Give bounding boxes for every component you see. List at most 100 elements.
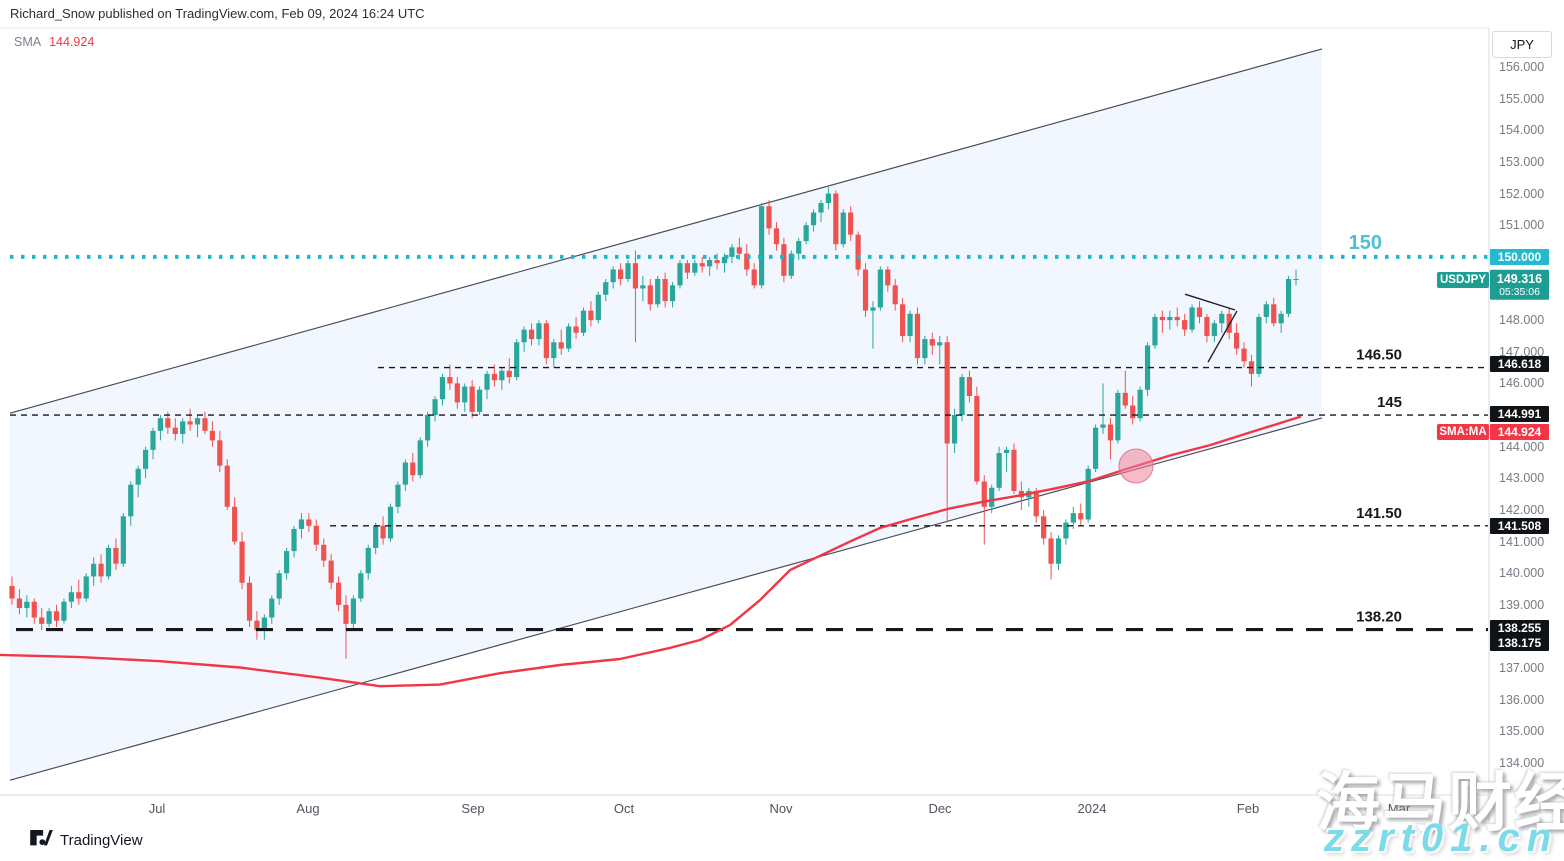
candle <box>209 421 215 447</box>
candle <box>1159 310 1165 333</box>
candle <box>387 503 394 542</box>
candle <box>83 573 89 602</box>
candle <box>1122 370 1128 409</box>
price-tick-135: 135.000 <box>1499 724 1545 739</box>
candle <box>536 320 542 346</box>
candle <box>751 263 757 289</box>
candle <box>566 323 572 352</box>
sma-line[interactable] <box>0 415 1302 688</box>
wedge-annotation-line-2[interactable] <box>1207 310 1238 363</box>
bar-countdown: 05:35:06 <box>1499 286 1540 299</box>
level-146618-axis-tag: 146.618 <box>1490 356 1549 372</box>
candle <box>692 260 698 276</box>
price-tick-147: 147.000 <box>1499 344 1545 359</box>
candle <box>1263 301 1269 324</box>
candle <box>9 576 15 605</box>
candle <box>1107 418 1114 460</box>
candle <box>595 291 601 324</box>
time-label-Dec: Dec <box>928 801 952 816</box>
candle <box>350 595 357 631</box>
candle <box>840 209 846 248</box>
level-label-146.50: 146.50 <box>1356 347 1402 364</box>
candle <box>810 209 817 232</box>
candle <box>202 411 208 435</box>
last-price-value: 149.316 <box>1496 271 1543 286</box>
candle <box>454 377 460 409</box>
candle <box>224 459 230 510</box>
candle <box>91 557 97 586</box>
sma-legend[interactable]: SMA 144.924 <box>14 35 94 49</box>
candle <box>944 335 950 523</box>
candle <box>684 260 690 279</box>
level-150-axis-tag: 150.000 <box>1490 249 1549 265</box>
candle <box>135 465 141 498</box>
candle <box>640 275 646 302</box>
candle <box>588 301 594 327</box>
candle <box>951 408 958 454</box>
candle <box>1070 506 1076 529</box>
candle <box>373 522 379 555</box>
channel-lower-line[interactable] <box>9 417 1323 781</box>
candle <box>1285 275 1292 317</box>
candle <box>603 278 609 302</box>
candle <box>469 380 475 419</box>
candle <box>929 332 935 355</box>
level-141508-axis-tag: 141.508 <box>1490 518 1549 534</box>
candle <box>1226 307 1232 340</box>
candle <box>484 370 490 400</box>
candle <box>803 222 809 245</box>
level-138175-axis-tag: 138.175 <box>1490 635 1549 651</box>
watermark-site-name: 海马财经 <box>1316 767 1564 839</box>
level-label-141.50: 141.50 <box>1356 505 1402 522</box>
candle <box>907 310 913 343</box>
candle <box>128 481 134 526</box>
candle <box>335 576 342 612</box>
candle <box>68 585 74 609</box>
candle <box>870 301 876 349</box>
wedge-annotation-line-1[interactable] <box>1184 293 1236 311</box>
time-label-Feb: Feb <box>1236 801 1260 816</box>
candle <box>1055 535 1062 571</box>
candle <box>1137 386 1143 422</box>
price-tick-146: 146.000 <box>1499 376 1545 391</box>
candle <box>521 326 527 352</box>
tradingview-logo-text: TradingView <box>60 832 143 849</box>
time-label-Jul: Jul <box>148 801 166 816</box>
candle <box>1011 443 1017 495</box>
candle <box>1048 532 1054 580</box>
candle <box>1078 503 1084 526</box>
candle <box>707 256 713 276</box>
candle <box>395 481 401 514</box>
candle <box>113 538 119 571</box>
watermark-site-url: zzrt01.cn <box>1324 816 1559 860</box>
candle <box>1130 396 1136 425</box>
candle <box>528 323 535 346</box>
currency-axis-button[interactable]: JPY <box>1492 31 1552 58</box>
channel-upper-line[interactable] <box>9 48 1323 414</box>
candle <box>796 237 802 261</box>
level-label-145: 145 <box>1377 394 1402 411</box>
candle <box>966 370 973 403</box>
candle <box>788 250 794 279</box>
candle <box>937 335 943 365</box>
sma-axis-value: 144.924 <box>1490 424 1549 440</box>
candle <box>996 446 1002 491</box>
time-label-Oct: Oct <box>613 801 635 816</box>
price-tick-154: 154.000 <box>1499 123 1545 138</box>
candle <box>1241 342 1247 368</box>
candle <box>677 260 683 289</box>
candle <box>499 367 505 390</box>
candle <box>402 459 408 491</box>
candle <box>298 513 305 539</box>
candle <box>669 282 676 308</box>
candle <box>922 335 928 365</box>
candle <box>655 275 661 308</box>
candle <box>1256 313 1262 378</box>
tradingview-logo[interactable]: TradingView <box>30 830 143 851</box>
candle <box>39 608 45 631</box>
level-144991-axis-tag: 144.991 <box>1490 406 1549 422</box>
highlight-circle-annotation[interactable] <box>1118 448 1154 484</box>
candle <box>989 484 995 514</box>
candle <box>974 386 980 485</box>
